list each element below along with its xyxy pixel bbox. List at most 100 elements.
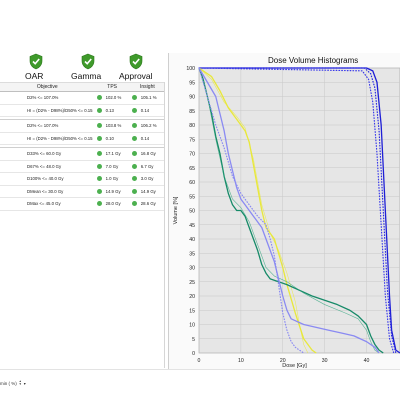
- pass-status-icon: [96, 123, 102, 129]
- y-tick-label: 15: [189, 308, 195, 314]
- insight-value: 0.14: [140, 135, 150, 141]
- y-tick-label: 60: [189, 180, 195, 186]
- insight-value: 28.6 Gy: [140, 201, 156, 207]
- table-body: D2% <= 107.0% 102.0 % 105.1 % HI = (D2% - D…: [0, 91, 164, 211]
- y-tick-label: 75: [189, 137, 195, 143]
- dvh-curve-6: [198, 67, 384, 354]
- pass-status-icon: [131, 123, 137, 129]
- y-tick-label: 95: [189, 80, 195, 86]
- dvh-chart[interactable]: 0 5 10 15 20 25 30 35 40 45 50 55 60 65 70 75 80 85 90 95 10…: [168, 53, 400, 369]
- x-tick-label: 20: [280, 358, 286, 364]
- pass-status-icon: [131, 95, 137, 101]
- dvh-curve-5: [198, 67, 309, 354]
- tps-cell: 7.0 Gy: [94, 160, 130, 173]
- insight-cell: 0.14: [129, 104, 164, 117]
- tps-value: 103.8 %: [105, 123, 122, 129]
- y-tick-label: 50: [189, 209, 195, 215]
- column-header-insight: Insight: [129, 82, 164, 92]
- bottom-toolbar: [0, 369, 400, 400]
- table-row[interactable]: D2% <= 107.0% 103.8 % 106.2 %: [0, 119, 164, 133]
- pass-status-icon: [96, 163, 102, 169]
- objective-cell: HI = (D2% - D98%)/D50% <= 0.15: [0, 132, 95, 145]
- y-tick-label: 35: [189, 251, 195, 257]
- insight-cell: 0.14: [129, 132, 164, 145]
- y-tick-label: 70: [189, 152, 195, 158]
- x-tick-label: 40: [364, 358, 370, 364]
- group-separator: [0, 116, 164, 120]
- objective-cell: HI = (D2% - D98%)/D50% <= 0.15: [0, 104, 95, 117]
- dvh-curve-2: [198, 67, 397, 354]
- table-row[interactable]: D2% <= 107.0% 102.0 % 105.1 %: [0, 91, 164, 105]
- y-tick-label: 100: [186, 66, 195, 72]
- insight-value: 105.1 %: [140, 95, 157, 101]
- insight-value: 0.14: [140, 107, 150, 113]
- objective-cell: D2% <= 107.0%: [0, 119, 95, 133]
- chart-title: Dose Volume Histograms: [268, 56, 359, 65]
- insight-cell: 106.2 %: [129, 119, 164, 133]
- insight-value: 106.2 %: [140, 123, 157, 129]
- objective-cell: D2% <= 107.0%: [0, 91, 95, 105]
- approval-label: Approval: [119, 71, 153, 81]
- y-tick-label: 30: [189, 266, 195, 272]
- y-tick-label: 45: [189, 223, 195, 229]
- column-header-tps: TPS: [94, 82, 130, 92]
- table-row[interactable]: HI = (D2% - D98%)/D50% <= 0.15 0.10 0.14: [0, 132, 164, 145]
- y-tick-label: 65: [189, 166, 195, 172]
- group-separator: [0, 144, 164, 148]
- threshold-control[interactable]: min ( %) ▲ ▼ ▾: [0, 378, 44, 388]
- tps-cell: 0.13: [94, 104, 130, 117]
- approval-check-icon: [129, 53, 143, 70]
- pass-status-icon: [96, 188, 102, 194]
- y-axis-label: Volume [%]: [173, 196, 179, 224]
- y-tick-label: 25: [189, 280, 195, 286]
- insight-value: 3.0 Gy: [140, 176, 154, 182]
- tps-cell: 103.8 %: [94, 119, 130, 133]
- pass-status-icon: [131, 151, 137, 157]
- tps-value: 0.10: [105, 135, 114, 141]
- dropdown-icon[interactable]: ▾: [23, 380, 26, 386]
- gamma-label: Gamma: [71, 71, 102, 81]
- table-row[interactable]: DMean <= 30.0 Gy 14.9 Gy 14.9 Gy: [0, 185, 164, 198]
- table-row[interactable]: HI = (D2% - D98%)/D50% <= 0.15 0.13 0.14: [0, 104, 164, 117]
- x-axis-label: Dose [Gy]: [282, 363, 307, 369]
- spinner-icon[interactable]: ▲ ▼: [18, 378, 22, 386]
- tps-value: 1.0 Gy: [105, 176, 119, 182]
- table-row[interactable]: D33% <= 60.0 Gy 17.1 Gy 16.8 Gy: [0, 147, 164, 161]
- pass-status-icon: [131, 201, 137, 207]
- insight-cell: 3.0 Gy: [129, 172, 164, 186]
- objective-cell: DMean <= 30.0 Gy: [0, 185, 95, 198]
- pass-status-icon: [131, 107, 137, 113]
- pass-status-icon: [131, 176, 137, 182]
- tps-cell: 28.0 Gy: [94, 197, 130, 211]
- y-tick-label: 85: [189, 109, 195, 115]
- tps-value: 102.0 %: [105, 95, 122, 101]
- dvh-curve-7: [198, 67, 380, 354]
- separator-cell: [0, 116, 164, 120]
- table-row[interactable]: DMax <= 45.0 Gy 28.0 Gy 28.6 Gy: [0, 197, 164, 211]
- tps-cell: 0.10: [94, 132, 130, 145]
- pass-status-icon: [96, 135, 102, 141]
- y-tick-label: 20: [189, 294, 195, 300]
- table-row[interactable]: D67% <= 48.0 Gy 7.0 Gy 6.7 Gy: [0, 160, 164, 173]
- dvh-curve-9: [198, 67, 305, 354]
- tps-value: 28.0 Gy: [105, 201, 121, 207]
- tps-cell: 102.0 %: [94, 91, 130, 105]
- separator-cell: [0, 144, 164, 148]
- pass-status-icon: [96, 95, 102, 101]
- table-row[interactable]: D100% <= 40.0 Gy 1.0 Gy 3.0 Gy: [0, 172, 164, 186]
- dvh-curve-1: [199, 67, 400, 354]
- insight-value: 6.7 Gy: [140, 163, 154, 169]
- objective-cell: D33% <= 60.0 Gy: [0, 147, 95, 161]
- y-tick-label: 5: [192, 337, 195, 343]
- x-tick-label: 10: [238, 358, 244, 364]
- evaluation-table: Objective TPS Insight D2% <= 107.0% 102.0…: [0, 82, 164, 211]
- tps-value: 17.1 Gy: [105, 151, 121, 157]
- tps-value: 7.0 Gy: [105, 163, 119, 169]
- objective-cell: D67% <= 48.0 Gy: [0, 160, 95, 173]
- y-tick-label: 10: [189, 323, 195, 329]
- threshold-label: min ( %): [0, 380, 17, 386]
- insight-cell: 28.6 Gy: [129, 197, 164, 211]
- pass-status-icon: [96, 107, 102, 113]
- dvh-curve-8: [198, 67, 380, 354]
- evaluation-panel: Objective TPS Insight D2% <= 107.0% 102.0…: [0, 82, 165, 368]
